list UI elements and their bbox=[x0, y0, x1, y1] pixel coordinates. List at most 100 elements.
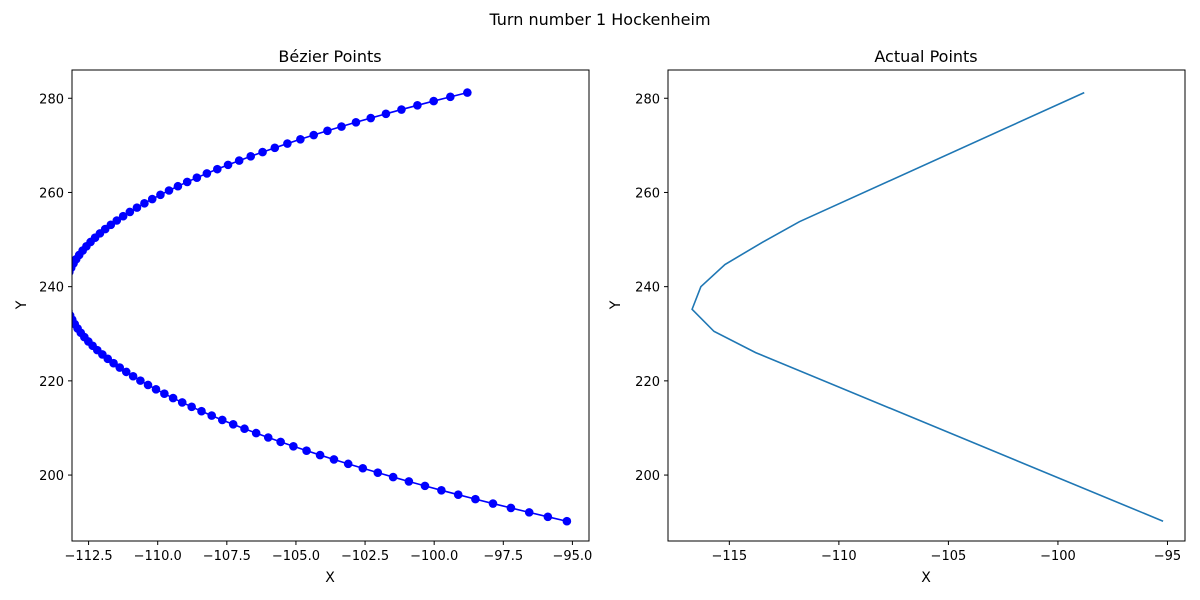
bezier-x-tick-label: −112.5 bbox=[65, 549, 113, 564]
bezier-data-point bbox=[323, 126, 332, 136]
bezier-data-point bbox=[147, 194, 157, 204]
bezier-data-point bbox=[112, 216, 122, 225]
bezier-data-point bbox=[437, 485, 446, 495]
bezier-data-point bbox=[381, 109, 391, 119]
bezier-data-point bbox=[72, 311, 75, 320]
bezier-data-point bbox=[63, 302, 72, 311]
bezier-data-point bbox=[488, 499, 498, 508]
bezier-axes-frame bbox=[71, 69, 590, 542]
bezier-data-point bbox=[128, 371, 138, 381]
actual-series-line bbox=[691, 91, 1164, 522]
actual-x-tick-label: −100 bbox=[1040, 549, 1076, 564]
bezier-data-point bbox=[151, 385, 161, 394]
bezier-data-point bbox=[446, 92, 455, 102]
bezier-data-point bbox=[228, 420, 238, 429]
bezier-data-point bbox=[72, 276, 73, 277]
bezier-data-point bbox=[240, 424, 249, 434]
bezier-x-tick-label: −102.5 bbox=[341, 549, 389, 564]
bezier-data-point bbox=[471, 494, 480, 504]
bezier-x-tick-label: −110.0 bbox=[134, 549, 182, 564]
bezier-x-tick-label: −100.0 bbox=[410, 549, 458, 564]
bezier-x-tick-label: −95.0 bbox=[552, 549, 592, 564]
bezier-x-axis-label: X bbox=[325, 570, 335, 586]
bezier-data-point bbox=[343, 459, 353, 469]
bezier-data-point bbox=[143, 380, 153, 390]
bezier-plot-title: Bézier Points bbox=[278, 47, 381, 66]
bezier-data-point bbox=[270, 143, 280, 153]
bezier-data-point bbox=[397, 105, 406, 114]
actual-x-tick-label: −110 bbox=[821, 549, 857, 564]
bezier-data-point bbox=[309, 130, 319, 140]
bezier-y-tick-label: 280 bbox=[39, 92, 64, 107]
actual-axes-frame bbox=[667, 69, 1186, 542]
actual-plot-title: Actual Points bbox=[874, 47, 977, 66]
bezier-data-point bbox=[302, 446, 311, 455]
bezier-x-tick-label: −105.0 bbox=[272, 549, 320, 564]
bezier-data-point bbox=[506, 503, 516, 513]
actual-points-plot: Actual Points X Y −115 −110 −105 −100 −95 200… bbox=[608, 47, 1186, 586]
bezier-data-point bbox=[132, 203, 142, 212]
actual-y-tick-label: 200 bbox=[635, 469, 660, 484]
bezier-data-point bbox=[72, 308, 73, 314]
bezier-data-point bbox=[246, 152, 255, 161]
actual-x-tick-label: −105 bbox=[931, 549, 967, 564]
bezier-data-point bbox=[420, 481, 430, 491]
bezier-data-point bbox=[106, 220, 116, 230]
bezier-data-point bbox=[453, 490, 463, 500]
bezier-y-tick-label: 220 bbox=[39, 375, 64, 390]
bezier-y-tick-label: 200 bbox=[39, 469, 64, 484]
bezier-y-tick-label: 260 bbox=[39, 186, 64, 201]
bezier-data-point bbox=[121, 367, 131, 377]
bezier-data-point bbox=[197, 406, 206, 416]
actual-y-tick-label: 260 bbox=[635, 186, 660, 201]
bezier-data-point bbox=[115, 363, 125, 372]
bezier-data-point bbox=[263, 433, 273, 442]
bezier-data-point bbox=[358, 463, 368, 473]
bezier-data-point bbox=[289, 441, 298, 451]
bezier-data-point bbox=[156, 190, 165, 200]
bezier-data-point bbox=[160, 389, 169, 399]
bezier-data-point bbox=[207, 411, 216, 420]
figure-suptitle: Turn number 1 Hockenheim bbox=[488, 10, 710, 29]
actual-y-tick-label: 280 bbox=[635, 92, 660, 107]
bezier-data-point bbox=[388, 472, 398, 482]
bezier-data-point bbox=[351, 117, 361, 127]
bezier-data-point bbox=[140, 199, 149, 208]
actual-y-tick-label: 220 bbox=[635, 375, 660, 390]
actual-y-tick-label: 240 bbox=[635, 281, 660, 296]
bezier-data-point bbox=[524, 508, 534, 517]
bezier-data-point bbox=[213, 164, 222, 174]
actual-x-tick-label: −115 bbox=[711, 549, 747, 564]
bezier-data-point bbox=[187, 402, 196, 412]
bezier-series-line bbox=[72, 91, 568, 522]
bezier-data-point bbox=[168, 393, 178, 403]
bezier-data-point bbox=[413, 101, 422, 110]
bezier-data-point bbox=[223, 160, 233, 170]
bezier-data-point bbox=[164, 186, 174, 195]
bezier-data-point bbox=[429, 96, 438, 106]
bezier-data-point bbox=[337, 122, 346, 131]
bezier-data-point bbox=[276, 437, 285, 447]
bezier-data-point bbox=[125, 207, 135, 217]
bezier-data-point bbox=[373, 468, 383, 477]
bezier-data-point bbox=[234, 156, 244, 165]
bezier-data-point bbox=[136, 376, 145, 385]
bezier-data-point bbox=[404, 477, 414, 486]
bezier-x-tick-label: −97.5 bbox=[483, 549, 523, 564]
bezier-data-point bbox=[182, 177, 192, 187]
bezier-data-point bbox=[202, 169, 212, 178]
bezier-data-point bbox=[283, 139, 292, 148]
actual-x-axis-label: X bbox=[921, 570, 931, 586]
bezier-data-point bbox=[463, 88, 472, 97]
bezier-data-point bbox=[296, 135, 305, 144]
bezier-data-point bbox=[543, 512, 553, 522]
bezier-data-point bbox=[258, 147, 267, 157]
bezier-y-tick-label: 240 bbox=[39, 281, 64, 296]
bezier-y-axis-label: Y bbox=[14, 300, 30, 310]
bezier-data-point bbox=[217, 415, 227, 425]
bezier-data-point bbox=[251, 428, 261, 438]
bezier-data-point bbox=[366, 113, 376, 123]
bezier-data-point bbox=[329, 455, 339, 464]
bezier-data-point bbox=[562, 516, 572, 526]
